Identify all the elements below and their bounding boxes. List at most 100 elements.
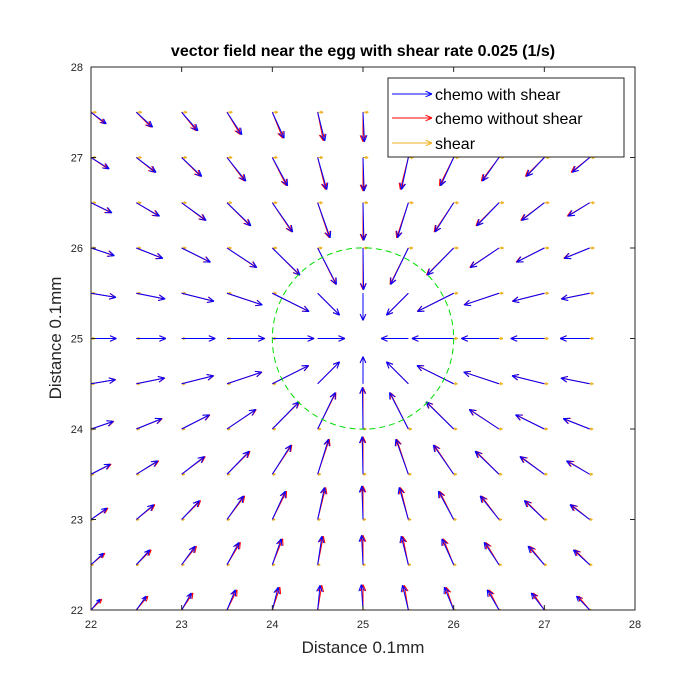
chemo-with-shear-vector bbox=[226, 370, 263, 385]
chemo-with-shear-vector bbox=[443, 586, 455, 610]
chemo-with-shear-vector bbox=[181, 202, 207, 221]
legend-label: shear bbox=[435, 136, 476, 153]
chemo-with-shear-vector bbox=[561, 292, 590, 301]
chemo-with-shear-vector bbox=[226, 409, 257, 430]
shear-vector bbox=[317, 201, 323, 205]
chemo-with-shear-vector bbox=[512, 292, 545, 303]
chemo-with-shear-vector bbox=[181, 500, 200, 520]
shear-vector bbox=[136, 155, 142, 160]
chemo-with-shear-vector bbox=[468, 409, 500, 430]
chemo-with-shear-vector bbox=[441, 538, 455, 565]
legend: chemo with shear chemo without shear she… bbox=[387, 77, 625, 158]
chemo-with-shear-vector bbox=[521, 202, 545, 221]
chemo-with-shear-vector bbox=[271, 157, 289, 187]
chemo-with-shear-vector bbox=[181, 335, 216, 342]
shear-vector bbox=[363, 472, 367, 476]
chemo-with-shear-vector bbox=[272, 335, 315, 342]
chemo-with-shear-vector bbox=[226, 495, 245, 520]
shear-vector bbox=[408, 246, 414, 250]
shear-vector bbox=[499, 201, 505, 205]
chemo-with-shear-vector bbox=[226, 541, 240, 565]
shear-vector bbox=[227, 201, 233, 205]
y-tick-label: 24 bbox=[71, 424, 83, 436]
chemo-with-shear-vector bbox=[461, 335, 499, 342]
chemo-with-shear-vector bbox=[136, 460, 159, 475]
legend-arrow-symbol bbox=[392, 139, 433, 147]
shear-vector bbox=[544, 291, 549, 295]
chemo-with-shear-vector bbox=[359, 293, 367, 321]
chemo-with-shear-vector bbox=[519, 456, 545, 475]
chemo-with-shear-vector bbox=[271, 490, 286, 520]
chemo-with-shear-vector bbox=[226, 292, 263, 307]
shear-vector bbox=[227, 110, 233, 114]
chemo-with-shear-vector bbox=[437, 490, 455, 520]
shear-vector bbox=[272, 155, 278, 160]
chemo-with-shear-vector bbox=[136, 202, 160, 217]
chemo-with-shear-vector bbox=[181, 456, 205, 475]
chemo-with-shear-vector bbox=[136, 292, 166, 301]
legend-entry-shear: shear bbox=[392, 136, 476, 153]
legend-arrow-orange bbox=[392, 139, 433, 147]
vector-field bbox=[91, 110, 596, 610]
shear-vector bbox=[498, 563, 502, 567]
chemo-with-shear-vector bbox=[399, 535, 409, 565]
legend-entry-chemo-with-shear: chemo with shear bbox=[392, 87, 561, 104]
chemo-with-shear-vector bbox=[226, 247, 258, 268]
chemo-with-shear-vector bbox=[91, 552, 104, 566]
shear-vector bbox=[499, 472, 503, 476]
chemo-with-shear-vector bbox=[91, 292, 117, 300]
chemo-with-shear-vector bbox=[317, 361, 341, 385]
chemo-with-shear-vector bbox=[91, 202, 113, 214]
shear-vector bbox=[589, 201, 595, 205]
chemo-with-shear-vector bbox=[358, 436, 366, 475]
shear-vector bbox=[272, 201, 278, 205]
chart-title: vector field near the egg with shear rat… bbox=[171, 43, 555, 60]
shear-vector bbox=[453, 382, 458, 386]
chemo-with-shear-vector bbox=[389, 392, 409, 430]
chemo-with-shear-vector bbox=[360, 247, 367, 290]
y-tick-label: 27 bbox=[71, 153, 83, 165]
shear-vector bbox=[453, 563, 457, 567]
chemo-with-shear-vector bbox=[227, 335, 265, 342]
chemo-with-shear-vector bbox=[181, 157, 203, 177]
legend-arrow-symbol bbox=[392, 114, 433, 122]
chemo-with-shear-vector bbox=[530, 592, 545, 610]
shear-vector bbox=[408, 427, 412, 431]
shear-vector bbox=[317, 246, 323, 250]
chemo-with-shear-vector bbox=[91, 157, 110, 170]
chemo-with-shear-vector bbox=[271, 401, 300, 430]
x-axis-label: Distance 0.1mm bbox=[302, 638, 425, 657]
shear-vector bbox=[136, 110, 142, 114]
chemo-with-shear-vector bbox=[226, 202, 252, 227]
chemo-with-shear-vector bbox=[317, 392, 336, 430]
axis-ticks: 22 23 24 25 26 27 28 22 23 24 25 26 27 28 bbox=[71, 62, 641, 631]
chemo-with-shear-vector bbox=[317, 438, 330, 475]
shear-vector bbox=[544, 382, 549, 386]
chemo-with-shear-vector bbox=[469, 247, 500, 268]
shear-vector bbox=[589, 382, 594, 386]
shear-vector bbox=[453, 517, 457, 522]
chemo-with-shear-vector bbox=[358, 535, 366, 565]
chemo-with-shear-vector bbox=[136, 504, 155, 520]
shear-vector bbox=[363, 201, 369, 205]
chemo-with-shear-vector bbox=[394, 438, 409, 475]
chemo-with-shear-vector bbox=[316, 585, 323, 610]
chemo-with-shear-vector bbox=[91, 420, 114, 430]
chemo-with-shear-vector bbox=[317, 535, 325, 565]
chemo-with-shear-vector bbox=[271, 112, 285, 139]
shear-vector bbox=[181, 155, 188, 160]
chemo-with-shear-vector bbox=[569, 504, 590, 520]
shear-vector bbox=[589, 427, 594, 431]
chemo-with-shear-vector bbox=[359, 356, 367, 384]
chemo-with-shear-vector bbox=[136, 157, 157, 173]
x-tick-label: 27 bbox=[538, 619, 550, 631]
chemo-with-shear-vector bbox=[385, 361, 409, 385]
shear-vector bbox=[499, 427, 503, 431]
chemo-with-shear-vector bbox=[181, 592, 192, 610]
shear-vector bbox=[453, 427, 458, 431]
chemo-with-shear-vector bbox=[575, 595, 591, 610]
chemo-with-shear-vector bbox=[390, 247, 409, 285]
shear-vector bbox=[408, 472, 412, 476]
chemo-with-shear-vector bbox=[572, 549, 591, 566]
shear-vector bbox=[544, 427, 548, 431]
